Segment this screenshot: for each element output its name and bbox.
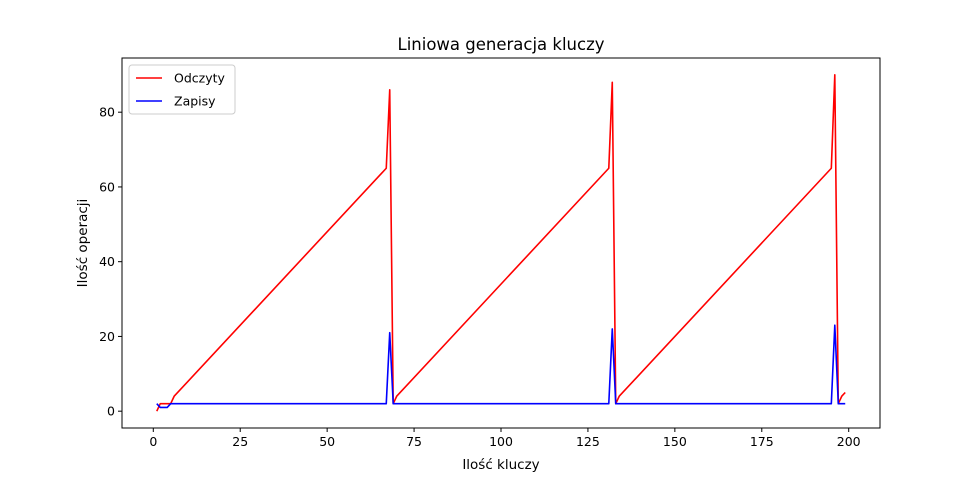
legend: Odczyty Zapisy xyxy=(128,64,236,115)
y-tick-label: 80 xyxy=(99,105,115,120)
x-axis-label: Ilość kluczy xyxy=(462,457,539,473)
axis-ticks: 0 25 50 75 100 125 150 175 200 0 20 40 60 80 xyxy=(99,105,861,449)
chart-title: Liniowa generacja kluczy xyxy=(398,35,605,54)
series-line-zapisy xyxy=(156,324,846,409)
x-tick-label: 50 xyxy=(319,434,335,449)
legend-label: Zapisy xyxy=(174,94,216,109)
y-tick-label: 20 xyxy=(99,329,115,344)
x-tick-label: 125 xyxy=(576,434,600,449)
y-tick-label: 40 xyxy=(99,254,115,269)
x-tick-label: 25 xyxy=(232,434,248,449)
series-line-odczyty xyxy=(156,74,846,412)
x-tick-label: 75 xyxy=(406,434,422,449)
x-tick-label: 175 xyxy=(750,434,774,449)
x-tick-label: 150 xyxy=(663,434,687,449)
x-tick-label: 0 xyxy=(149,434,157,449)
legend-label: Odczyty xyxy=(174,71,226,86)
plot-frame xyxy=(121,57,881,429)
y-axis-label: Ilość operacji xyxy=(75,199,91,288)
x-tick-label: 100 xyxy=(489,434,513,449)
x-tick-label: 200 xyxy=(837,434,861,449)
y-tick-label: 60 xyxy=(99,179,115,194)
series-layer xyxy=(156,74,846,412)
y-tick-label: 0 xyxy=(107,404,115,419)
